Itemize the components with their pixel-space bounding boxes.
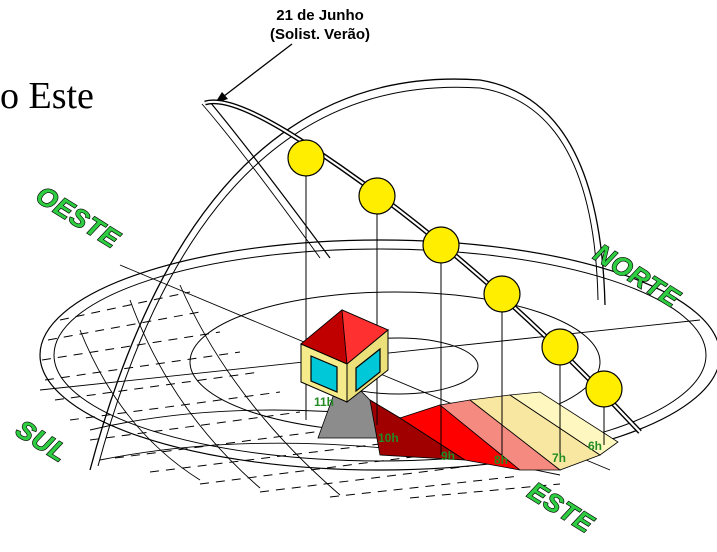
cube-window-left <box>310 355 338 393</box>
dome-arc-outer <box>89 78 606 471</box>
sun-path-inner <box>204 100 641 433</box>
shadow-6h <box>508 391 619 456</box>
ground-meridians <box>79 284 341 496</box>
sun-6h <box>585 370 623 408</box>
hour-label-6h: 6h <box>588 439 602 453</box>
dome-arc-meridian <box>209 101 331 259</box>
callout-subtitle: (Solist. Verão) <box>270 26 371 43</box>
hour-label-11h: 11h <box>314 395 334 409</box>
sun-8h <box>483 275 521 313</box>
sun-9h <box>422 226 460 264</box>
sun-11h <box>287 139 325 177</box>
ground-hatching <box>41 291 561 499</box>
hour-label-10h: 10h <box>378 431 399 445</box>
cube-window-right <box>355 347 381 393</box>
direction-oeste: OESTE <box>31 180 126 255</box>
sun-10h <box>358 177 396 215</box>
sun-path-outer <box>204 99 642 434</box>
solstice-callout: 21 de Junho (Solist. Verão) <box>270 6 370 44</box>
slide-title-fragment: o Este <box>0 75 94 117</box>
hour-label-7h: 7h <box>552 451 566 465</box>
dome-arc-inner <box>97 86 599 467</box>
hour-label-9h: 9h <box>441 449 455 463</box>
sun-7h <box>541 328 579 366</box>
callout-leader <box>214 43 293 104</box>
hour-label-8h: 8h <box>494 453 508 467</box>
building-cube <box>300 309 389 404</box>
callout-date: 21 de Junho <box>276 7 364 24</box>
dome-arc-meridian-inner <box>201 103 321 259</box>
horizon-outer <box>39 239 717 471</box>
direction-sul: SUL <box>11 414 74 469</box>
direction-este: ESTE <box>523 476 600 540</box>
